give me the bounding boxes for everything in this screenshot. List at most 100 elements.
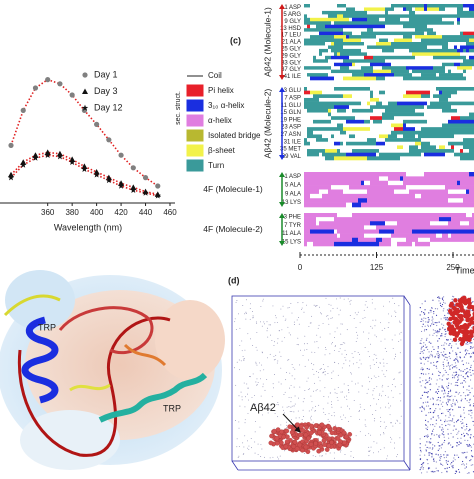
- heatmap-cell: [418, 59, 421, 63]
- heatmap-cell: [346, 217, 349, 221]
- heatmap-cell: [454, 102, 457, 106]
- heatmap-cell: [313, 138, 316, 142]
- heatmap-cell: [424, 153, 427, 157]
- heatmap-cell: [322, 94, 325, 98]
- heatmap-cell: [307, 181, 310, 186]
- heatmap-cell: [433, 77, 436, 81]
- peptide-atom: [327, 443, 331, 447]
- heatmap-cell: [313, 156, 316, 160]
- solvent-dot: [358, 312, 359, 313]
- heatmap-cell: [382, 21, 385, 25]
- heatmap-cell: [313, 66, 316, 70]
- heatmap-cell: [433, 14, 436, 18]
- heatmap-cell: [343, 42, 346, 46]
- heatmap-cell: [385, 198, 388, 203]
- solvent-dot: [267, 328, 268, 329]
- solvent-dot: [350, 372, 351, 373]
- heatmap-cell: [391, 39, 394, 43]
- solvent-dot: [248, 449, 249, 450]
- solvent-dot: [345, 417, 346, 418]
- solvent-dot: [262, 326, 263, 327]
- heatmap-cell: [391, 11, 394, 15]
- heatmap-cell: [328, 113, 331, 117]
- heatmap-cell: [316, 153, 319, 157]
- heatmap-cell: [352, 91, 355, 95]
- heatmap-cell: [397, 98, 400, 102]
- heatmap-cell: [412, 14, 415, 18]
- heatmap-cell: [316, 221, 319, 225]
- heatmap-cell: [430, 145, 433, 149]
- heatmap-cell: [400, 194, 403, 199]
- solvent-dot: [311, 322, 312, 323]
- heatmap-cell: [412, 18, 415, 22]
- heatmap-cell: [421, 176, 424, 181]
- heatmap-cell: [376, 56, 379, 60]
- heatmap-cell: [424, 116, 427, 120]
- heatmap-cell: [328, 213, 331, 217]
- heatmap-cell: [364, 39, 367, 43]
- heatmap-cell: [319, 25, 322, 29]
- heatmap-cell: [406, 203, 409, 208]
- heatmap-cell: [418, 198, 421, 203]
- solvent-dot: [243, 454, 244, 455]
- heatmap-cell: [436, 42, 439, 46]
- solvent-dot: [467, 344, 468, 345]
- heatmap-cell: [385, 153, 388, 157]
- heatmap-cell: [442, 131, 445, 135]
- heatmap-cell: [346, 87, 349, 91]
- solvent-dot: [325, 347, 326, 348]
- heatmap-cell: [436, 102, 439, 106]
- heatmap-cell: [430, 45, 433, 49]
- heatmap-cell: [466, 28, 469, 32]
- heatmap-cell: [328, 32, 331, 36]
- solvent-dot: [285, 379, 286, 380]
- heatmap-cell: [418, 116, 421, 120]
- heatmap-cell: [463, 32, 466, 36]
- solvent-dot: [367, 307, 368, 308]
- heatmap-cell: [376, 116, 379, 120]
- heatmap-cell: [451, 142, 454, 146]
- heatmap-cell: [430, 87, 433, 91]
- heatmap-cell: [394, 113, 397, 117]
- heatmap-cell: [376, 149, 379, 153]
- solvent-dot: [436, 468, 437, 469]
- heatmap-cell: [346, 7, 349, 11]
- peptide-atom: [462, 296, 466, 300]
- heatmap-cell: [400, 14, 403, 18]
- heatmap-cell: [331, 52, 334, 56]
- heatmap-cell: [385, 116, 388, 120]
- solvent-dot: [235, 385, 236, 386]
- heatmap-cell: [469, 138, 472, 142]
- heatmap-cell: [358, 87, 361, 91]
- heatmap-cell: [436, 116, 439, 120]
- solvent-dot: [239, 328, 240, 329]
- heatmap-cell: [469, 7, 472, 11]
- heatmap-cell: [418, 98, 421, 102]
- heatmap-cell: [427, 127, 430, 131]
- heatmap-cell: [400, 116, 403, 120]
- heatmap-cell: [328, 116, 331, 120]
- heatmap-cell: [418, 120, 421, 124]
- solvent-dot: [449, 424, 450, 425]
- heatmap-cell: [439, 134, 442, 138]
- heatmap-cell: [358, 113, 361, 117]
- heatmap-cell: [331, 56, 334, 60]
- heatmap-cell: [397, 35, 400, 39]
- heatmap-cell: [325, 181, 328, 186]
- heatmap-cell: [457, 77, 460, 81]
- heatmap-cell: [304, 217, 307, 221]
- solvent-dot: [455, 392, 456, 393]
- heatmap-cell: [328, 25, 331, 29]
- solvent-dot: [241, 341, 242, 342]
- solvent-dot: [427, 349, 428, 350]
- heatmap-cell: [457, 145, 460, 149]
- heatmap-cell: [316, 63, 319, 67]
- solvent-dot: [266, 379, 267, 380]
- solvent-dot: [394, 358, 395, 359]
- heatmap-cell: [424, 113, 427, 117]
- heatmap-cell: [418, 105, 421, 109]
- solvent-dot: [283, 306, 284, 307]
- heatmap-cell: [433, 39, 436, 43]
- heatmap-cell: [463, 113, 466, 117]
- heatmap-cell: [460, 73, 463, 77]
